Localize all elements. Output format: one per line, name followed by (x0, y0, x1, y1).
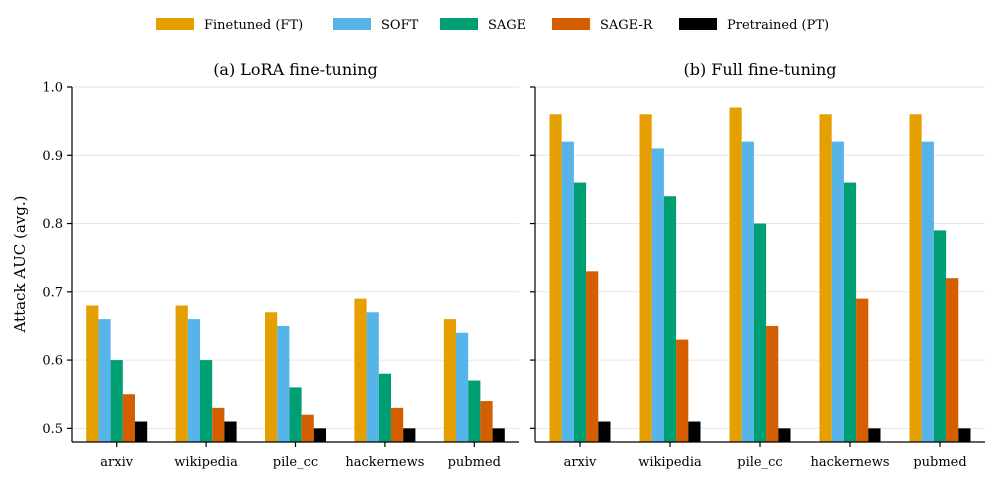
bar-1-wikipedia-1 (651, 148, 664, 442)
bar-0-hackernews-3 (391, 407, 404, 442)
panel-full: (b) Full fine-tuning arxiv wikipedia pile_c… (530, 60, 985, 470)
bar-0-pile_cc-2 (289, 387, 302, 442)
bar-0-hackernews-1 (366, 312, 379, 442)
x-tick-label-1-2: pile_cc (737, 455, 782, 470)
bar-1-hackernews-1 (831, 141, 844, 442)
x-tick-label-0-4: pubmed (448, 455, 501, 470)
bar-1-pubmed-4 (958, 428, 971, 442)
bar-1-pile_cc-0 (729, 107, 742, 442)
y-tick-label-4: 0.9 (42, 149, 63, 164)
bar-0-wikipedia-3 (212, 407, 225, 442)
y-tick-label-3: 0.8 (42, 217, 63, 232)
bar-1-pubmed-0 (909, 114, 922, 443)
bar-1-wikipedia-3 (676, 339, 689, 442)
bar-0-wikipedia-4 (224, 421, 237, 442)
legend-swatch-2 (440, 18, 478, 30)
bar-0-pile_cc-4 (313, 428, 326, 442)
bar-1-pile_cc-1 (741, 141, 754, 442)
bar-0-pile_cc-0 (265, 312, 278, 442)
x-tick-label-0-3: hackernews (345, 455, 424, 470)
x-tick-label-0-0: arxiv (100, 455, 133, 470)
bar-0-hackernews-0 (354, 298, 367, 442)
y-tick-label-0: 0.5 (42, 422, 63, 437)
y-tick-label-2: 0.7 (42, 285, 63, 300)
y-tick-label-5: 1.0 (42, 81, 63, 96)
bar-0-wikipedia-1 (187, 319, 200, 442)
bar-0-hackernews-2 (378, 373, 391, 442)
legend-label-0: Finetuned (FT) (204, 18, 303, 33)
bar-1-hackernews-2 (843, 182, 857, 443)
legend-label-1: SOFT (381, 18, 419, 33)
bar-1-arxiv-4 (598, 421, 611, 442)
legend-swatch-0 (156, 18, 194, 30)
bar-1-wikipedia-2 (663, 196, 677, 442)
bar-1-arxiv-2 (573, 182, 587, 443)
bar-0-pubmed-3 (480, 401, 493, 442)
bar-1-hackernews-0 (819, 114, 832, 443)
bar-0-arxiv-2 (110, 360, 123, 442)
bar-0-pubmed-0 (443, 319, 456, 442)
bar-0-arxiv-4 (135, 421, 148, 442)
legend-label-4: Pretrained (PT) (727, 18, 829, 33)
bar-1-hackernews-4 (868, 428, 881, 442)
bar-1-wikipedia-4 (688, 421, 701, 442)
panel-lora: (a) LoRA fine-tuning arxiv wikipedia pile_c… (42, 60, 519, 470)
bar-1-pile_cc-4 (778, 428, 791, 442)
legend-swatch-3 (552, 18, 590, 30)
x-tick-label-1-3: hackernews (810, 455, 889, 470)
bar-1-pubmed-2 (933, 230, 947, 442)
bar-1-pile_cc-2 (753, 223, 767, 442)
bar-0-pubmed-4 (492, 428, 505, 442)
x-tick-label-1-1: wikipedia (638, 455, 702, 470)
bar-1-wikipedia-0 (639, 114, 652, 443)
bar-1-pile_cc-3 (766, 325, 779, 442)
y-axis-title: Attack AUC (avg.) (11, 195, 29, 333)
x-tick-label-0-2: pile_cc (273, 455, 318, 470)
bar-0-arxiv-0 (86, 305, 99, 442)
bar-1-arxiv-3 (586, 271, 599, 442)
bar-0-arxiv-1 (98, 319, 111, 442)
x-tick-label-0-1: wikipedia (174, 455, 238, 470)
bar-1-arxiv-0 (549, 114, 562, 443)
bar-0-pubmed-1 (456, 332, 469, 442)
panel-title-1: (b) Full fine-tuning (683, 60, 836, 79)
bar-0-wikipedia-0 (175, 305, 188, 442)
bar-0-pubmed-2 (468, 380, 481, 442)
legend-swatch-4 (679, 18, 717, 30)
legend: Finetuned (FT) SOFT SAGE SAGE-R Pretrained (… (156, 18, 829, 33)
bar-0-arxiv-3 (122, 394, 135, 442)
bar-0-wikipedia-2 (200, 360, 213, 442)
bar-1-arxiv-1 (561, 141, 574, 442)
bar-1-pubmed-1 (921, 141, 934, 442)
bar-1-hackernews-3 (856, 298, 869, 442)
x-tick-label-1-0: arxiv (564, 455, 597, 470)
bar-1-pubmed-3 (946, 278, 959, 442)
panel-title-0: (a) LoRA fine-tuning (213, 60, 378, 79)
legend-label-3: SAGE-R (600, 18, 654, 33)
bar-0-pile_cc-3 (301, 414, 314, 442)
legend-label-2: SAGE (488, 18, 526, 33)
bar-0-pile_cc-1 (277, 325, 290, 442)
legend-swatch-1 (333, 18, 371, 30)
y-tick-label-1: 0.6 (42, 354, 63, 369)
bar-0-hackernews-4 (403, 428, 416, 442)
x-tick-label-1-4: pubmed (913, 455, 966, 470)
